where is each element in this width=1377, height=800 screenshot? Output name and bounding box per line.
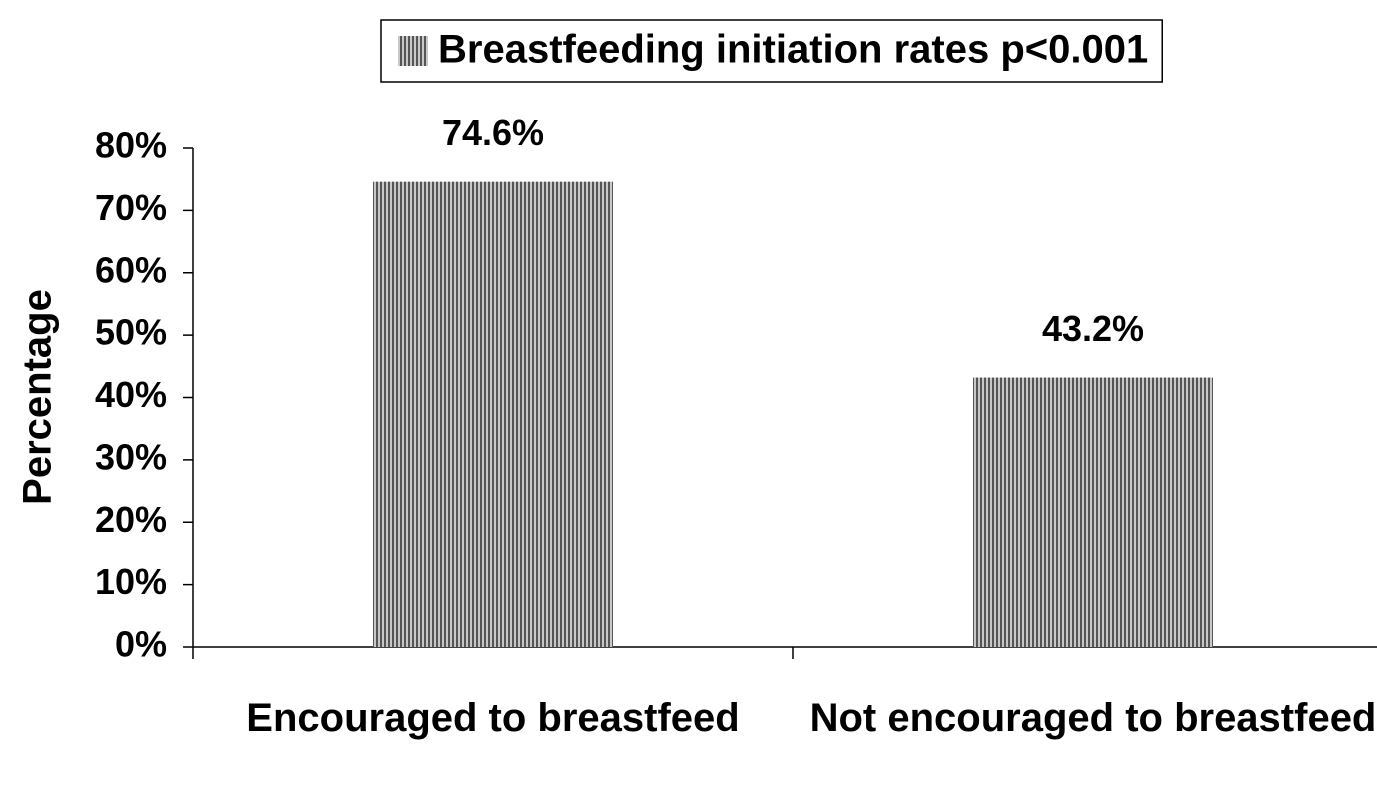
y-tick-label: 20% [95,499,167,540]
y-tick-label: 0% [115,624,167,665]
legend-swatch [398,36,428,66]
legend-label: Breastfeeding initiation rates p<0.001 [438,28,1148,72]
y-tick-label: 30% [95,436,167,477]
y-tick-label: 50% [95,312,167,353]
x-tick-label: Encouraged to breastfeed [246,696,740,740]
y-tick-label: 80% [95,125,167,166]
y-tick-label: 10% [95,561,167,602]
y-tick-label: 60% [95,249,167,290]
x-tick-label: Not encouraged to breastfeed [809,696,1377,740]
data-label: 43.2% [1042,308,1144,349]
y-tick-label: 70% [95,187,167,228]
bar [973,377,1213,647]
bar [373,181,613,647]
y-tick-label: 40% [95,374,167,415]
data-label: 74.6% [442,112,544,153]
y-axis-label: Percentage [16,289,60,505]
legend-box [380,19,1163,83]
